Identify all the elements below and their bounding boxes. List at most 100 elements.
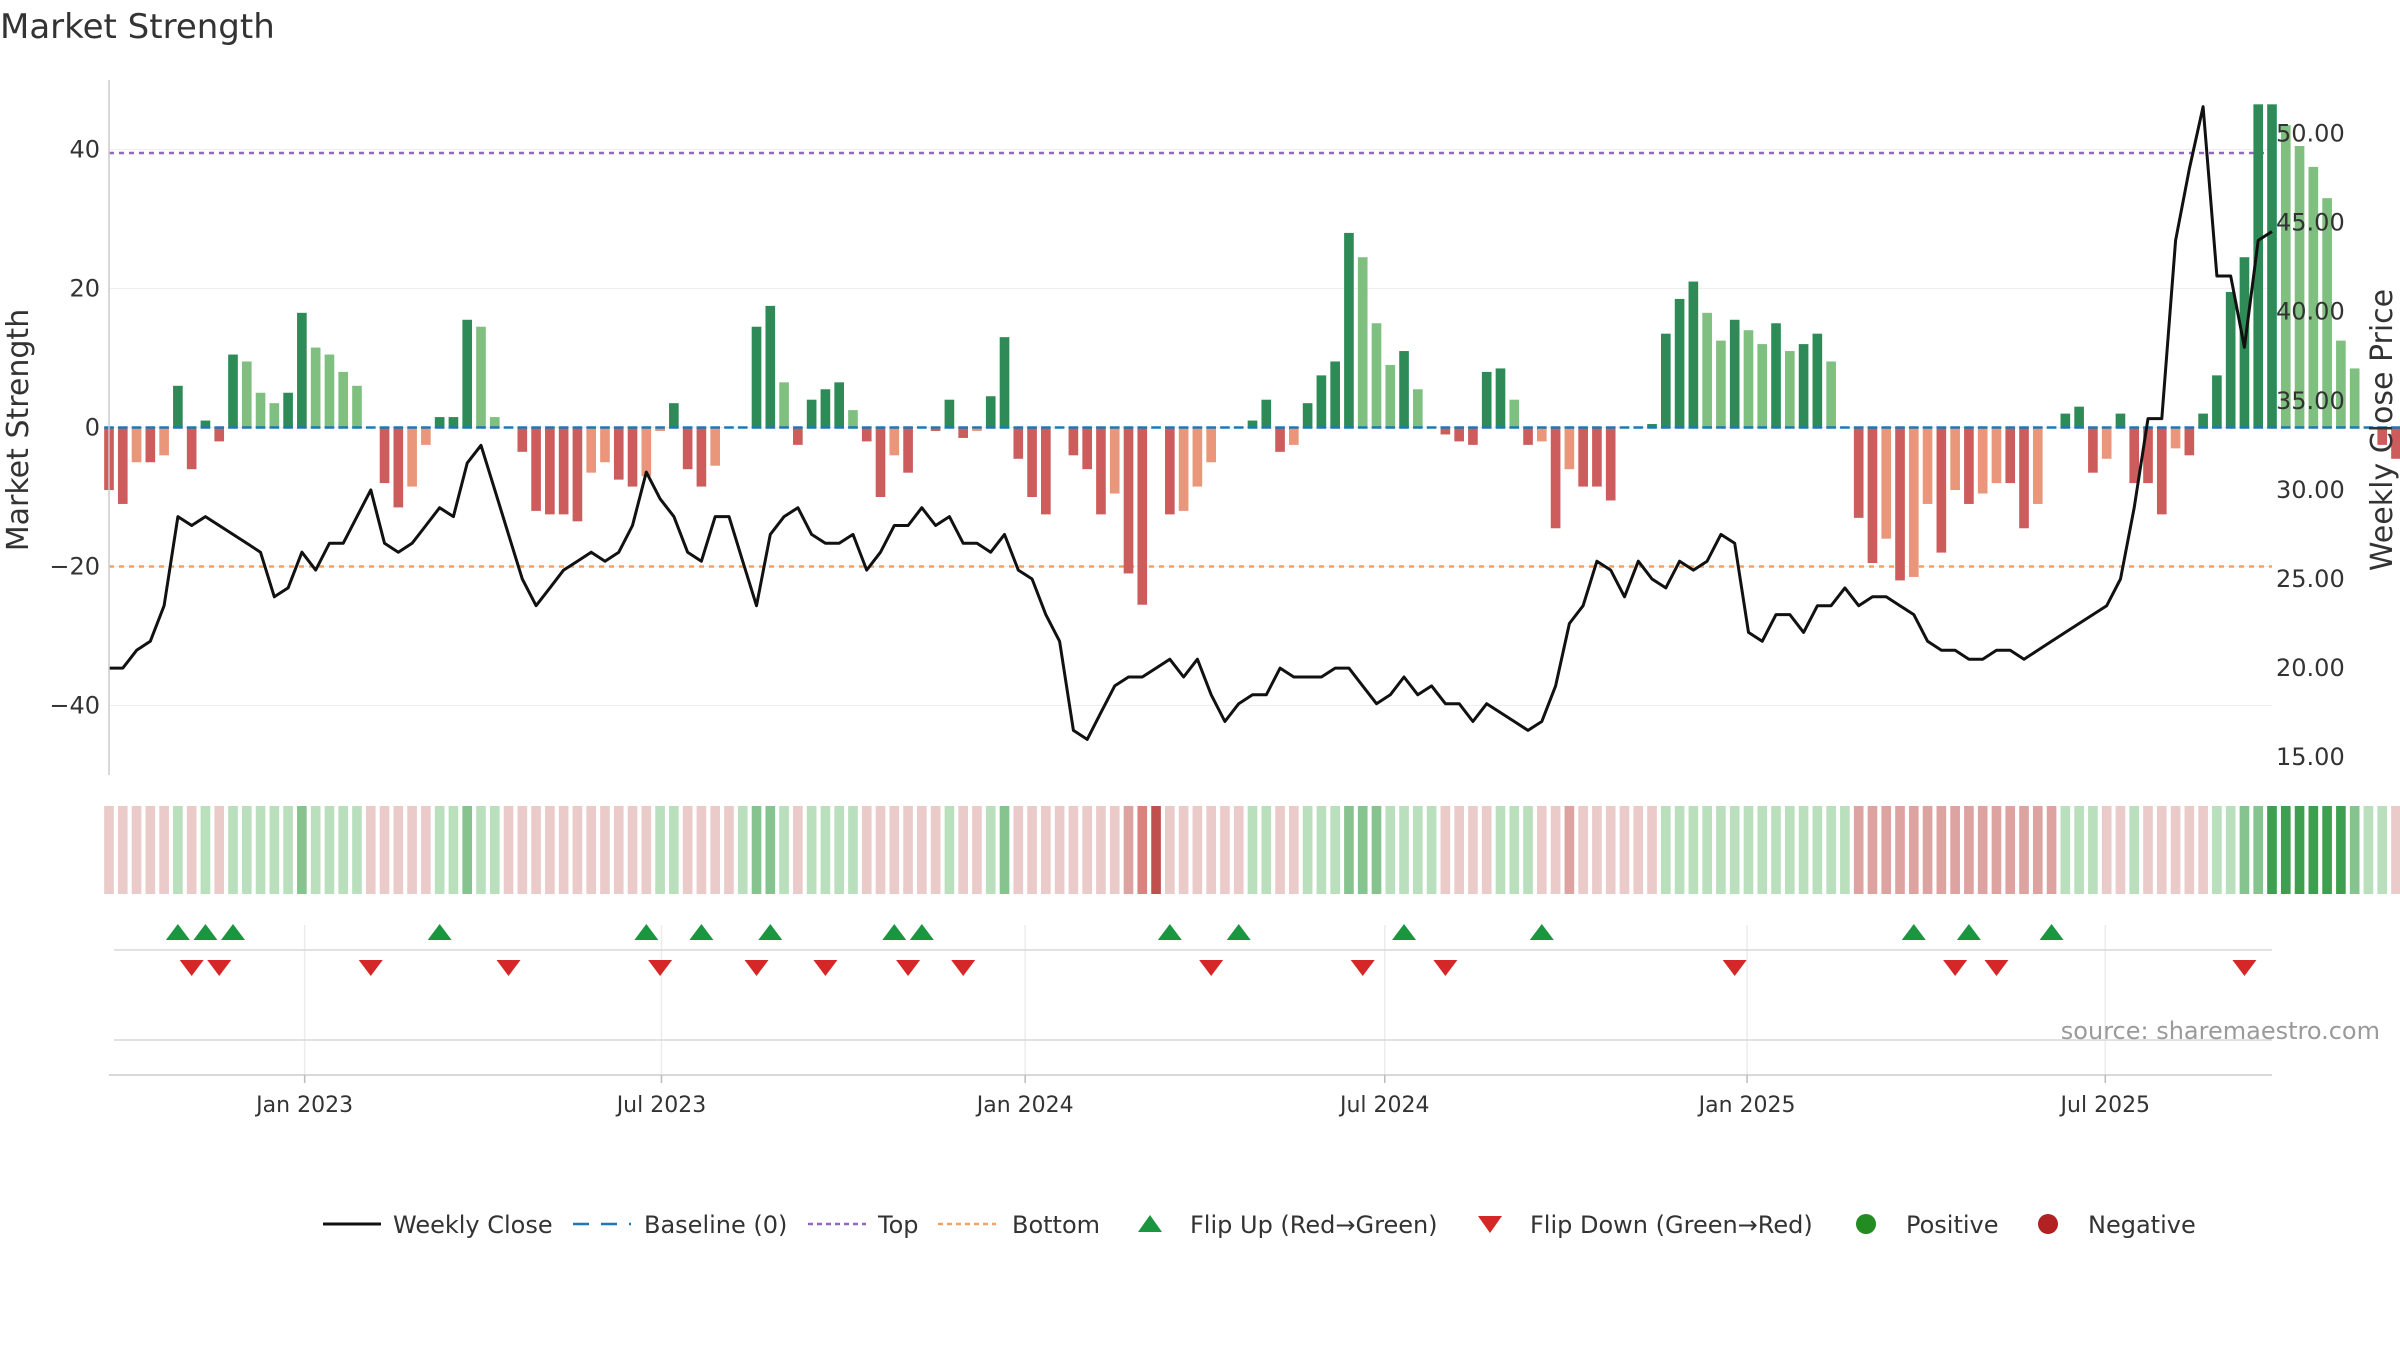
strength-bar: [793, 427, 803, 445]
status-cell: [2156, 806, 2167, 894]
status-cell: [1481, 806, 1492, 894]
status-cell: [1674, 806, 1685, 894]
status-cell: [1578, 806, 1588, 894]
legend-item: Positive: [1856, 1211, 1999, 1239]
legend: Weekly Close Baseline (0) Top Bottom Flip Up…: [323, 1211, 2196, 1239]
strength-bar: [1936, 427, 1947, 553]
strength-bar: [751, 326, 762, 428]
strength-bars: [104, 104, 2400, 605]
strength-bar: [958, 427, 969, 438]
strength-bar: [613, 427, 624, 480]
strength-bar: [434, 417, 445, 428]
status-cell: [517, 806, 528, 894]
strength-bar: [145, 427, 156, 463]
status-cell: [1041, 806, 1051, 894]
strength-bar: [338, 371, 349, 428]
status-cell: [1468, 806, 1478, 894]
strength-bar: [1137, 427, 1148, 605]
strength-bar: [1798, 344, 1809, 428]
status-cell: [1564, 806, 1575, 894]
status-cell: [1137, 806, 1148, 894]
status-cell: [737, 806, 748, 894]
status-cell: [255, 806, 266, 894]
strength-bar: [297, 312, 307, 428]
status-cell: [1605, 806, 1616, 894]
status-cell: [324, 806, 335, 894]
status-cell: [586, 806, 597, 894]
status-cell: [1895, 806, 1905, 894]
status-cell: [1220, 806, 1230, 894]
right-tick-label: 15.00: [2276, 743, 2345, 771]
strength-bar: [1206, 427, 1216, 463]
status-cell: [1027, 806, 1037, 894]
strength-bar: [2349, 368, 2360, 428]
strength-bar: [710, 427, 721, 466]
status-cell: [1702, 806, 1712, 894]
status-cell: [1991, 806, 2002, 894]
strength-bar: [1729, 319, 1740, 428]
status-cell: [1096, 806, 1106, 894]
strength-bar: [586, 427, 597, 473]
strength-bar: [476, 326, 486, 428]
flip-down-marker: [1199, 960, 1224, 976]
chart-title: Market Strength: [0, 7, 275, 47]
strength-bar: [1344, 232, 1354, 428]
strength-bar: [1977, 427, 1988, 494]
flip-up-marker: [165, 924, 190, 940]
status-cell: [393, 806, 404, 894]
status-cell: [2074, 806, 2084, 894]
status-cell: [1495, 806, 1506, 894]
status-cell: [1647, 806, 1657, 894]
strength-bar: [2280, 125, 2291, 428]
strength-bar: [2225, 291, 2236, 428]
status-cell: [972, 806, 982, 894]
flip-down-marker: [951, 960, 976, 976]
strength-bar: [2212, 375, 2222, 428]
strength-bar: [1289, 427, 1299, 445]
strength-bar: [1027, 427, 1037, 497]
status-cell: [448, 806, 459, 894]
left-tick-label: −20: [49, 553, 100, 581]
status-cell: [1922, 806, 1933, 894]
strength-bar: [269, 403, 280, 428]
strength-bar: [572, 427, 583, 522]
status-cell: [1743, 806, 1754, 894]
flip-down-marker: [813, 960, 838, 976]
status-cell: [1633, 806, 1644, 894]
strength-bar: [861, 427, 872, 442]
flip-up-marker: [1529, 924, 1554, 940]
weekly-close-line: [109, 105, 2273, 741]
strength-bar: [1867, 427, 1878, 564]
strength-bar: [2115, 413, 2126, 428]
status-strip: [104, 806, 2400, 894]
status-cell: [806, 806, 817, 894]
status-cell: [682, 806, 693, 894]
status-cell: [779, 806, 789, 894]
legend-item: Flip Down (Green→Red): [1478, 1211, 1813, 1239]
strength-bar: [1564, 427, 1575, 470]
legend-label: Top: [877, 1211, 919, 1239]
status-cell: [2046, 806, 2057, 894]
date-tick-label: Jan 2023: [254, 1093, 353, 1118]
strength-bar: [393, 427, 404, 508]
legend-label: Bottom: [1012, 1211, 1100, 1239]
date-tick-label: Jul 2025: [2059, 1093, 2151, 1118]
status-cell: [1729, 806, 1740, 894]
status-cell: [365, 806, 376, 894]
status-cell: [2322, 806, 2332, 894]
strength-bar: [2377, 427, 2388, 445]
strength-bar: [1247, 420, 1258, 428]
strength-bar: [2294, 146, 2305, 428]
strength-bar: [2156, 427, 2167, 515]
status-cell: [1950, 806, 1960, 894]
strength-bar: [1523, 427, 1533, 445]
legend-swatch: [1478, 1216, 1502, 1233]
status-cell: [1536, 806, 1547, 894]
status-cell: [848, 806, 858, 894]
flip-up-marker: [427, 924, 452, 940]
strength-bar: [2088, 427, 2098, 473]
status-cell: [379, 806, 390, 894]
status-cell: [600, 806, 610, 894]
strength-bar: [848, 410, 858, 428]
status-cell: [1289, 806, 1299, 894]
